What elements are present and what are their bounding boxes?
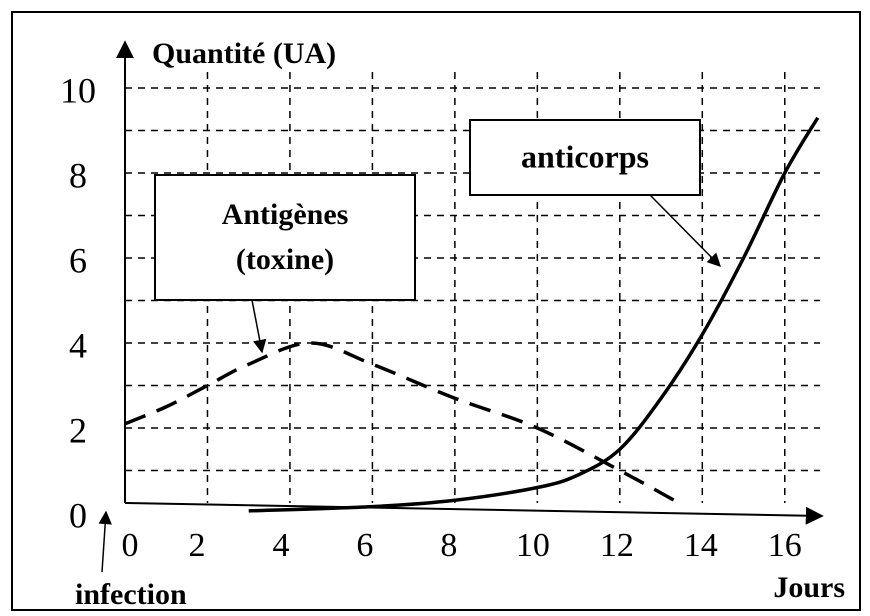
annotation: anticorps	[521, 138, 649, 174]
series-line	[248, 116, 820, 513]
y-tick-label: 2	[69, 410, 87, 450]
annotation-arrow	[98, 510, 112, 573]
x-tick-label: 2	[188, 527, 205, 564]
x-tick-label: 6	[356, 527, 373, 564]
x-tick-label: 16	[768, 527, 802, 564]
y-tick-label: 8	[69, 155, 87, 195]
y-tick-label: 6	[69, 240, 87, 280]
annotation: (toxine)	[236, 243, 334, 276]
annotation-box	[154, 174, 416, 301]
x-tick-label: 10	[516, 527, 550, 564]
y-tick-label: 4	[69, 325, 87, 365]
x-tick-label: 8	[440, 527, 457, 564]
annotation-box	[469, 119, 701, 196]
annotation: Antigènes	[222, 198, 349, 231]
annotation: infection	[75, 578, 187, 611]
y-axis-label: Quantité (UA)	[152, 37, 336, 70]
frame	[11, 11, 861, 611]
x-axis	[124, 502, 824, 525]
series-line	[124, 341, 683, 507]
y-tick-label: 10	[60, 70, 96, 110]
y-tick-label: 0	[69, 495, 87, 535]
x-tick-label: 14	[684, 527, 718, 564]
x-tick-label: 4	[272, 527, 289, 564]
annotation-arrow	[649, 194, 721, 267]
x-tick-label: 0	[122, 527, 139, 564]
annotation-arrow	[251, 299, 267, 354]
x-axis-label: Jours	[773, 571, 845, 604]
x-tick-label: 12	[600, 527, 634, 564]
